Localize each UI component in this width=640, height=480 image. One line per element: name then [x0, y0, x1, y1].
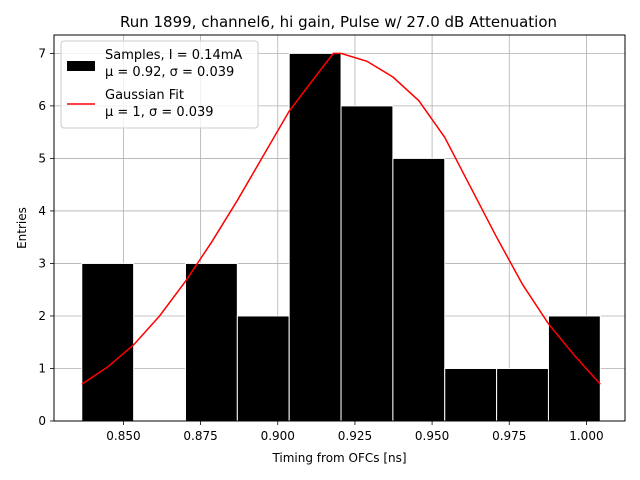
histogram-bar: [81, 262, 135, 422]
chart-title: Run 1899, channel6, hi gain, Pulse w/ 27…: [120, 13, 557, 31]
y-tick-label: 4: [38, 204, 46, 218]
legend-samples-stats: μ = 0.92, σ = 0.039: [105, 65, 234, 80]
y-tick-label: 0: [38, 414, 46, 428]
y-axis-label: Entries: [15, 207, 29, 249]
x-tick-label: 1.000: [569, 429, 603, 443]
legend: Samples, I = 0.14mA μ = 0.92, σ = 0.039 …: [60, 40, 259, 129]
histogram-bar: [392, 157, 446, 422]
y-tick-label: 7: [38, 46, 46, 60]
legend-fit-stats: μ = 1, σ = 0.039: [105, 105, 214, 120]
plot-frame: [53, 34, 626, 422]
histogram-bar: [288, 52, 342, 422]
fit-line-group: [81, 52, 601, 385]
x-axis-label: Timing from OFCs [ns]: [271, 451, 406, 465]
histogram-bar: [547, 315, 601, 422]
y-tick-label: 2: [38, 309, 46, 323]
x-tick-label: 0.925: [338, 429, 372, 443]
histogram-bars: [81, 52, 601, 422]
x-tick-label: 0.850: [106, 429, 140, 443]
x-tick-label: 0.875: [183, 429, 217, 443]
x-tick-label: 0.950: [415, 429, 449, 443]
x-tick-label: 0.975: [492, 429, 526, 443]
y-tick-label: 6: [38, 99, 46, 113]
x-axis-ticks: 0.850 0.875 0.900 0.925 0.950 0.975 1.000: [106, 421, 604, 443]
histogram-bar: [236, 315, 290, 422]
histogram-bar: [444, 367, 498, 422]
histogram-bar: [340, 105, 394, 422]
legend-samples-label: Samples, I = 0.14mA: [105, 48, 242, 63]
y-tick-label: 1: [38, 361, 46, 375]
histogram-bar: [496, 367, 549, 422]
y-tick-label: 5: [38, 151, 46, 165]
gaussian-fit-line: [81, 52, 601, 385]
x-tick-label: 0.900: [261, 429, 295, 443]
legend-box: [60, 40, 259, 129]
histogram-bar: [184, 262, 238, 422]
y-axis-ticks: 0 1 2 3 4 5 6 7: [38, 46, 54, 428]
legend-fit-label: Gaussian Fit: [105, 88, 184, 103]
y-tick-label: 3: [38, 256, 46, 270]
legend-swatch-samples: [67, 61, 95, 71]
